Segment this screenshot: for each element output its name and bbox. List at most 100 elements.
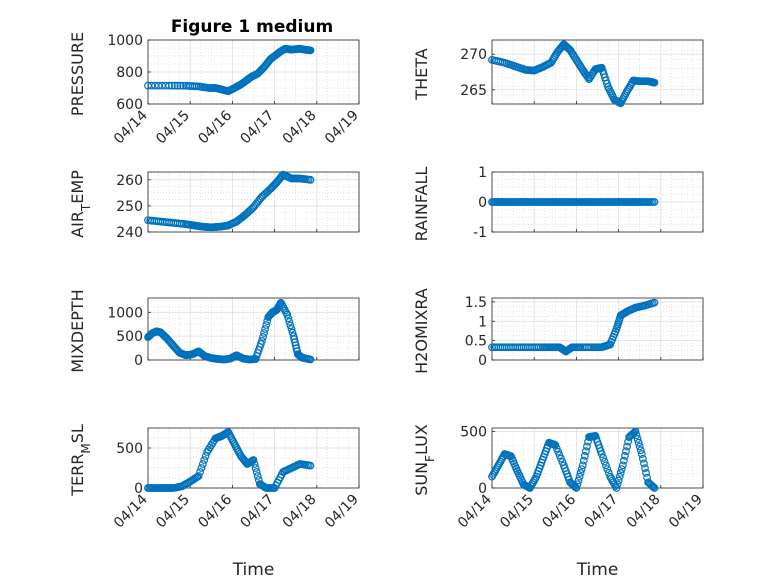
data-point — [285, 317, 294, 326]
data-point — [641, 464, 649, 473]
subplot-3: 240 250 260 AIRTEMP — [68, 170, 360, 241]
data-point — [616, 469, 625, 477]
data-point — [262, 321, 271, 329]
y-tick-label: 1 — [478, 165, 487, 181]
data-point — [251, 464, 260, 472]
x-tick-label: 04/17 — [238, 108, 278, 148]
x-tick-label: 04/17 — [238, 492, 278, 532]
x-tick-label: 04/14 — [455, 491, 495, 531]
data-point — [642, 469, 650, 477]
data-point — [638, 454, 647, 463]
y-axis-label: MIXDEPTH — [68, 289, 87, 372]
y-tick-label: 250 — [116, 199, 143, 215]
data-point — [580, 452, 589, 460]
data-point — [261, 325, 270, 333]
y-tick-label: 270 — [460, 47, 487, 63]
data-point — [574, 476, 583, 485]
data-point — [603, 465, 612, 474]
data-point — [633, 435, 642, 443]
data-point — [613, 480, 622, 489]
data-point — [173, 81, 182, 90]
data-point — [631, 427, 640, 436]
y-tick-label: 265 — [460, 83, 487, 99]
data-point — [253, 472, 262, 480]
y-tick-label: 1 — [478, 314, 487, 330]
data-point — [250, 460, 259, 468]
subplot-4: -1 0 1 RAINFALL — [412, 165, 704, 242]
axes-box — [147, 427, 360, 489]
x-axis-label: Time — [576, 560, 619, 580]
data-point — [252, 468, 261, 476]
x-tick-label: 04/16 — [539, 491, 579, 531]
subplot-8: 0 500 04/14 04/15 04/16 04/17 04/18 04/19 Time SU… — [412, 424, 706, 580]
x-tick-label: 04/14 — [111, 107, 151, 147]
data-point — [650, 484, 659, 492]
data-point — [634, 438, 643, 447]
data-point — [640, 459, 648, 468]
y-tick-label: 1000 — [107, 305, 143, 321]
x-tick-label: 04/15 — [153, 108, 193, 148]
data-point — [201, 452, 210, 460]
subplot-7: 0 500 04/14 04/15 04/16 04/17 04/18 04/19 Time TE… — [68, 424, 362, 580]
data-point — [306, 461, 315, 470]
data-point — [581, 447, 590, 456]
data-point — [258, 337, 266, 345]
data-point — [618, 461, 627, 470]
x-tick-label: 04/19 — [666, 492, 706, 532]
data-point — [194, 472, 203, 480]
data-point — [200, 456, 209, 464]
data-point — [650, 78, 659, 87]
data-point — [636, 446, 645, 455]
y-tick-label: 0 — [134, 353, 143, 369]
y-axis-label: SUNFLUX — [412, 424, 437, 496]
data-point — [170, 81, 179, 90]
data-point — [576, 469, 585, 477]
data-point — [176, 81, 185, 90]
y-tick-label: 0 — [478, 481, 487, 497]
y-tick-label: 260 — [116, 173, 143, 189]
x-tick-label: 04/19 — [322, 492, 362, 532]
data-point — [573, 480, 582, 489]
data-point — [599, 453, 608, 462]
y-axis-label: H2OMIXRA — [412, 288, 431, 374]
subplot-1: 600 800 1000 04/14 04/15 04/16 04/17 04/18 04/19… — [68, 32, 362, 147]
y-axis-label: PRESSURE — [68, 32, 87, 116]
y-tick-label: 800 — [116, 65, 143, 81]
x-tick-label: 04/15 — [497, 492, 537, 532]
y-tick-label: 0 — [478, 353, 487, 369]
data-point — [168, 81, 176, 90]
data-point — [649, 483, 658, 491]
data-point — [575, 472, 584, 481]
y-tick-label: 1000 — [107, 33, 143, 49]
data-point — [621, 452, 629, 460]
axes-box — [491, 39, 704, 105]
y-axis-label: THETA — [412, 48, 431, 100]
data-point — [306, 46, 315, 55]
x-tick-label: 04/19 — [322, 108, 362, 148]
subplot-2: 265 270 THETA — [412, 39, 704, 108]
x-tick-label: 04/16 — [195, 491, 235, 531]
axes-box — [147, 171, 360, 233]
data-point — [635, 442, 644, 451]
data-point — [198, 460, 207, 468]
x-tick-label: 04/14 — [111, 491, 151, 531]
x-tick-label: 04/18 — [280, 492, 320, 532]
y-tick-label: 240 — [116, 225, 143, 241]
data-point — [577, 465, 586, 474]
data-point — [284, 314, 293, 323]
data-point — [286, 321, 295, 330]
data-point — [600, 457, 609, 466]
x-tick-label: 04/18 — [280, 108, 320, 148]
y-tick-label: 1.5 — [465, 295, 487, 311]
data-point — [619, 456, 628, 465]
data-point — [306, 175, 315, 184]
y-tick-label: 0 — [134, 481, 143, 497]
subplot-6: 0 0.5 1 1.5 H2OMIXRA — [412, 288, 704, 374]
data-point — [614, 476, 623, 485]
x-tick-label: 04/18 — [624, 492, 664, 532]
data-point — [602, 461, 610, 470]
figure-title: Figure 1 medium — [171, 17, 333, 37]
y-axis-label: RAINFALL — [412, 167, 431, 242]
